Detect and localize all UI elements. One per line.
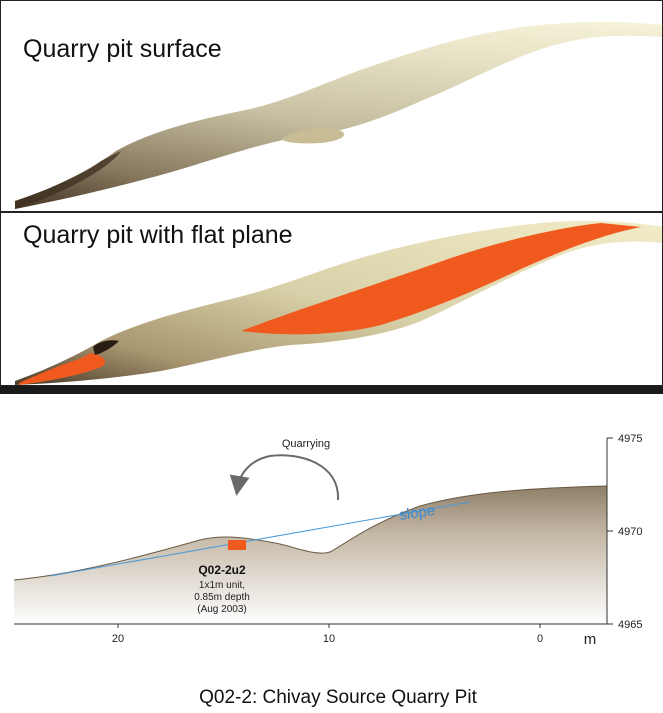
y-tick-label-4965: 4965	[618, 619, 642, 631]
profile-top-line	[13, 485, 608, 581]
plane-render	[15, 220, 662, 385]
plane-panel: Quarry pit with flat plane	[0, 212, 663, 386]
quarrying-label: Quarrying	[282, 438, 330, 450]
surface-pit-bump	[281, 128, 345, 144]
surface-panel: Quarry pit surface	[0, 0, 663, 212]
flat-plane-lower	[19, 353, 106, 385]
unit-desc-1: 1x1m unit,	[199, 580, 245, 591]
x-tick-label-20: 20	[112, 633, 124, 645]
y-tick-label-4970: 4970	[618, 526, 642, 538]
plane-dark-edge	[93, 340, 119, 355]
surface-dark-flank	[15, 151, 121, 209]
quarrying-arrow	[229, 454, 340, 501]
y-tick-label-4975: 4975	[618, 433, 642, 445]
unit-desc-2: 0.85m depth	[194, 592, 250, 603]
flat-plane-upper	[241, 223, 641, 335]
surface-shade	[15, 22, 662, 209]
panel-separator	[0, 386, 663, 394]
surface-render	[15, 22, 662, 209]
profile-ground	[14, 486, 607, 624]
unit-desc-3: (Aug 2003)	[197, 604, 246, 615]
plane-panel-title: Quarry pit with flat plane	[23, 221, 293, 249]
profile-diagram: slope Q02-2u2 1x1m unit, 0.85m depth (Au…	[13, 433, 642, 708]
x-unit-label: m	[584, 631, 597, 648]
slope-line	[49, 501, 471, 577]
unit-id-label: Q02-2u2	[198, 563, 246, 577]
x-tick-label-10: 10	[323, 633, 335, 645]
slope-label: slope	[398, 502, 436, 524]
profile-panel: slope Q02-2u2 1x1m unit, 0.85m depth (Au…	[0, 394, 663, 713]
excavation-unit	[228, 540, 246, 550]
surface-panel-title: Quarry pit surface	[23, 35, 222, 63]
figure-caption: Q02-2: Chivay Source Quarry Pit	[199, 687, 477, 708]
x-tick-label-0: 0	[537, 633, 543, 645]
